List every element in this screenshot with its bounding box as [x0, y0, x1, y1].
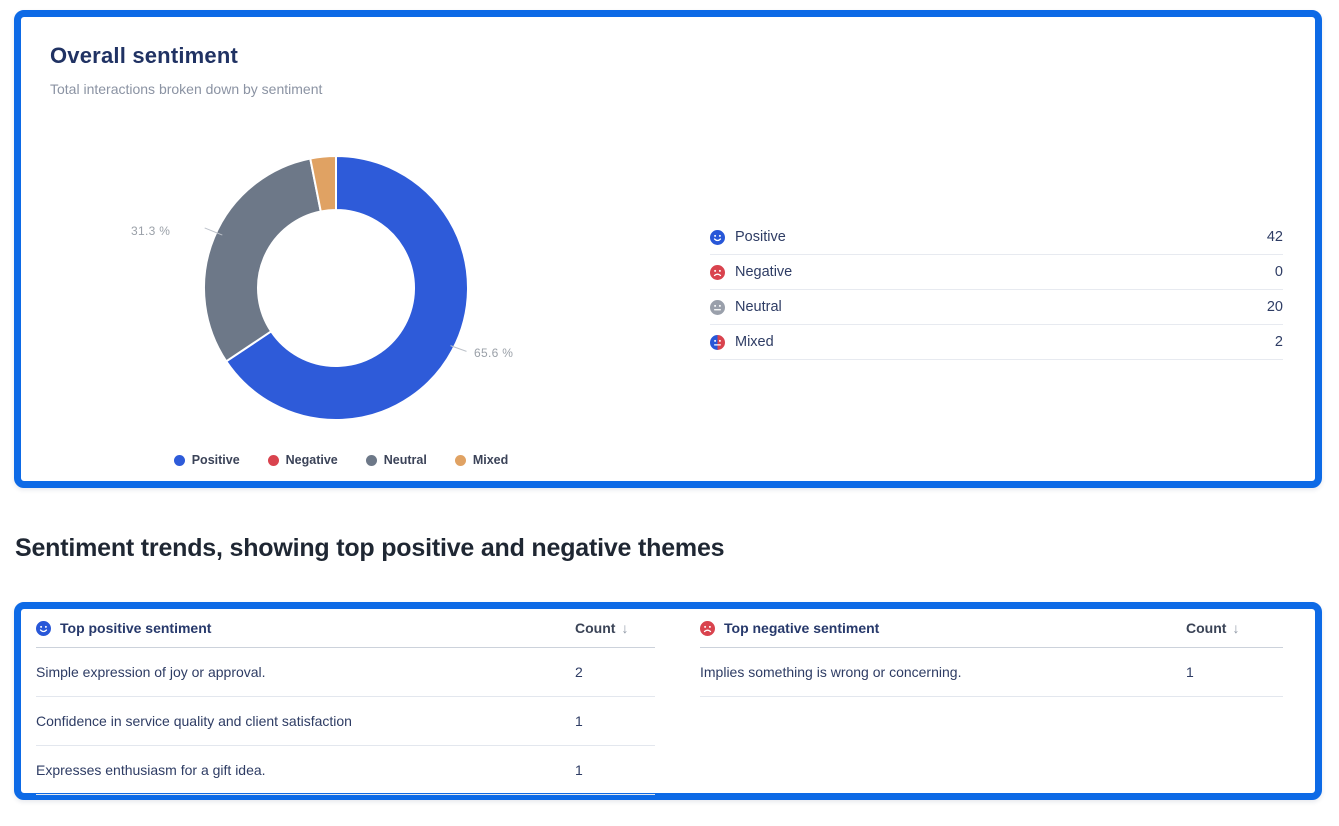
stat-value: 2 — [1274, 334, 1283, 350]
legend-label: Neutral — [383, 453, 427, 467]
negative-face-icon — [700, 620, 715, 636]
sentiment-stats-list: Positive 42 Negative 0 Neutral — [710, 220, 1283, 360]
legend-item-neutral[interactable]: Neutral — [365, 453, 427, 467]
theme-count: 1 — [1186, 664, 1194, 680]
theme-text: Expresses enthusiasm for a gift idea. — [36, 762, 266, 778]
chart-legend: Positive Negative Neutral Mixed — [101, 449, 581, 471]
neutral-slice-percentage: 31.3 % — [131, 224, 171, 238]
legend-item-negative[interactable]: Negative — [267, 453, 338, 467]
sort-descending-icon: ↓ — [621, 620, 629, 636]
theme-count: 1 — [575, 713, 583, 729]
stat-value: 42 — [1266, 229, 1283, 245]
neutral-dot-icon — [365, 454, 377, 466]
table-row: Simple expression of joy or approval. 2 — [36, 648, 655, 697]
table-header: Top negative sentiment Count ↓ — [700, 609, 1283, 648]
table-title: Top positive sentiment — [36, 620, 575, 636]
count-column-header[interactable]: Count ↓ — [575, 620, 655, 636]
table-row: Confidence in service quality and client… — [36, 697, 655, 746]
stat-row-negative: Negative 0 — [710, 255, 1283, 290]
stat-label: Neutral — [735, 299, 782, 315]
legend-label: Positive — [191, 453, 240, 467]
theme-text: Simple expression of joy or approval. — [36, 664, 266, 680]
top-positive-sentiment-table: Top positive sentiment Count ↓ Simple ex… — [36, 609, 655, 795]
mixed-face-icon — [710, 334, 725, 350]
donut-chart[interactable] — [200, 152, 472, 424]
stat-row-neutral: Neutral 20 — [710, 290, 1283, 325]
table-row: Implies something is wrong or concerning… — [700, 648, 1283, 697]
stat-label: Positive — [735, 229, 786, 245]
table-header: Top positive sentiment Count ↓ — [36, 609, 655, 648]
stat-row-positive: Positive 42 — [710, 220, 1283, 255]
donut-slice-neutral[interactable] — [203, 157, 322, 363]
neutral-face-icon — [710, 299, 725, 315]
positive-dot-icon — [173, 454, 185, 466]
sort-descending-icon: ↓ — [1232, 620, 1240, 636]
theme-text: Implies something is wrong or concerning… — [700, 664, 962, 680]
overall-sentiment-card: Overall sentiment Total interactions bro… — [14, 10, 1322, 488]
count-column-header[interactable]: Count ↓ — [1186, 620, 1283, 636]
top-negative-sentiment-table: Top negative sentiment Count ↓ Implies s… — [700, 609, 1283, 793]
theme-text: Confidence in service quality and client… — [36, 713, 352, 729]
table-title-text: Top negative sentiment — [724, 620, 880, 636]
donut-slice-positive[interactable] — [225, 155, 469, 421]
negative-face-icon — [710, 264, 725, 280]
positive-slice-percentage: 65.6 % — [474, 346, 514, 360]
count-header-text: Count — [1186, 620, 1227, 636]
positive-face-icon — [36, 620, 51, 636]
table-row: Expresses enthusiasm for a gift idea. 1 — [36, 746, 655, 795]
theme-count: 2 — [575, 664, 583, 680]
card-subtitle: Total interactions broken down by sentim… — [50, 81, 323, 97]
donut-chart-svg[interactable] — [200, 152, 472, 424]
positive-face-icon — [710, 229, 725, 245]
stat-value: 0 — [1274, 264, 1283, 280]
stat-label: Mixed — [735, 334, 774, 350]
donut-slice-mixed[interactable] — [309, 155, 337, 213]
negative-dot-icon — [267, 454, 279, 466]
legend-label: Mixed — [472, 453, 509, 467]
legend-item-mixed[interactable]: Mixed — [454, 453, 509, 467]
stat-row-mixed: Mixed 2 — [710, 325, 1283, 360]
table-title: Top negative sentiment — [700, 620, 1186, 636]
legend-item-positive[interactable]: Positive — [173, 453, 240, 467]
section-heading: Sentiment trends, showing top positive a… — [15, 534, 725, 562]
theme-count: 1 — [575, 762, 583, 778]
mixed-dot-icon — [454, 454, 466, 466]
card-title: Overall sentiment — [50, 43, 239, 68]
sentiment-trends-card: Top positive sentiment Count ↓ Simple ex… — [14, 602, 1322, 800]
stat-value: 20 — [1266, 299, 1283, 315]
table-title-text: Top positive sentiment — [60, 620, 212, 636]
stat-label: Negative — [735, 264, 793, 280]
legend-label: Negative — [285, 453, 338, 467]
count-header-text: Count — [575, 620, 616, 636]
